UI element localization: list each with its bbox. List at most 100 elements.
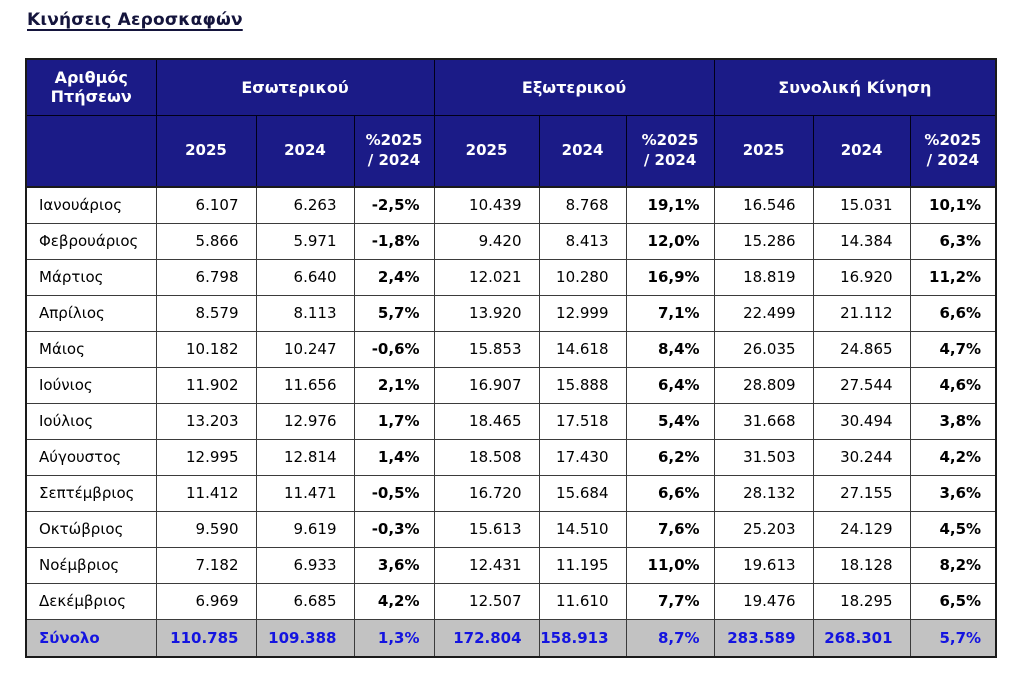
value-cell: 16.546	[713, 186, 814, 224]
value-cell: 5.971	[255, 222, 355, 260]
value-cell: 12.814	[255, 438, 355, 476]
table-row: Δεκέμβριος 6.969 6.685 4,2% 12.507 11.610 7,7%…	[25, 582, 997, 620]
pct-cell: -0,5%	[353, 474, 435, 512]
value-cell: 30.244	[812, 438, 911, 476]
table-row: Αύγουστος 12.995 12.814 1,4% 18.508 17.430 6,2…	[25, 438, 997, 476]
value-cell: 15.888	[538, 366, 627, 404]
value-cell: 15.031	[812, 186, 911, 224]
pct-cell: 6,2%	[625, 438, 715, 476]
table-row: Οκτώβριος 9.590 9.619 -0,3% 15.613 14.510 7,6%…	[25, 510, 997, 548]
sub-header-cell: %2025 / 2024	[625, 114, 715, 188]
value-cell: 8.113	[255, 294, 355, 332]
table-row: Φεβρουάριος 5.866 5.971 -1,8% 9.420 8.413 12,0…	[25, 222, 997, 260]
aircraft-movements-table: Αριθμός Πτήσεων Εσωτερικού Εξωτερικού Συ…	[25, 58, 998, 658]
value-cell: 14.510	[538, 510, 627, 548]
total-pct-cell: 5,7%	[909, 618, 997, 658]
table-row: Ιούνιος 11.902 11.656 2,1% 16.907 15.888 6,4% 2…	[25, 366, 997, 404]
table-row: Σεπτέμβριος 11.412 11.471 -0,5% 16.720 15.684…	[25, 474, 997, 512]
pct-cell: 3,8%	[909, 402, 997, 440]
value-cell: 16.920	[812, 258, 911, 296]
total-label: Σύνολο	[25, 618, 157, 658]
total-value-cell: 109.388	[255, 618, 355, 658]
value-cell: 11.195	[538, 546, 627, 584]
sub-header-cell: 2025	[155, 114, 257, 188]
pct-cell: 8,4%	[625, 330, 715, 368]
table-row: Ιανουάριος 6.107 6.263 -2,5% 10.439 8.768 19,1…	[25, 186, 997, 224]
value-cell: 6.107	[155, 186, 257, 224]
sub-header-cell: %2025 / 2024	[909, 114, 997, 188]
value-cell: 18.465	[433, 402, 540, 440]
value-cell: 15.853	[433, 330, 540, 368]
total-value-cell: 283.589	[713, 618, 814, 658]
group-header-domestic: Εσωτερικού	[155, 58, 435, 116]
month-cell: Απρίλιος	[25, 294, 157, 332]
value-cell: 18.295	[812, 582, 911, 620]
pct-cell: 4,2%	[353, 582, 435, 620]
value-cell: 6.969	[155, 582, 257, 620]
pct-cell: 2,1%	[353, 366, 435, 404]
month-cell: Ιούλιος	[25, 402, 157, 440]
pct-cell: 1,4%	[353, 438, 435, 476]
total-pct-cell: 8,7%	[625, 618, 715, 658]
total-value-cell: 268.301	[812, 618, 911, 658]
value-cell: 12.021	[433, 258, 540, 296]
month-cell: Μάιος	[25, 330, 157, 368]
month-cell: Σεπτέμβριος	[25, 474, 157, 512]
value-cell: 6.640	[255, 258, 355, 296]
value-cell: 6.263	[255, 186, 355, 224]
pct-cell: 10,1%	[909, 186, 997, 224]
value-cell: 16.720	[433, 474, 540, 512]
pct-cell: 4,2%	[909, 438, 997, 476]
total-value-cell: 158.913	[538, 618, 627, 658]
pct-cell: 6,3%	[909, 222, 997, 260]
pct-cell: 12,0%	[625, 222, 715, 260]
value-cell: 24.129	[812, 510, 911, 548]
value-cell: 27.155	[812, 474, 911, 512]
value-cell: 31.668	[713, 402, 814, 440]
value-cell: 28.132	[713, 474, 814, 512]
value-cell: 13.203	[155, 402, 257, 440]
value-cell: 12.431	[433, 546, 540, 584]
value-cell: 8.579	[155, 294, 257, 332]
value-cell: 11.412	[155, 474, 257, 512]
value-cell: 11.902	[155, 366, 257, 404]
value-cell: 13.920	[433, 294, 540, 332]
value-cell: 19.476	[713, 582, 814, 620]
month-cell: Φεβρουάριος	[25, 222, 157, 260]
pct-cell: 4,6%	[909, 366, 997, 404]
value-cell: 25.203	[713, 510, 814, 548]
value-cell: 9.590	[155, 510, 257, 548]
pct-cell: 2,4%	[353, 258, 435, 296]
sub-header-cell: %2025 / 2024	[353, 114, 435, 188]
group-header-international: Εξωτερικού	[433, 58, 715, 116]
value-cell: 18.819	[713, 258, 814, 296]
value-cell: 8.413	[538, 222, 627, 260]
value-cell: 6.798	[155, 258, 257, 296]
value-cell: 10.439	[433, 186, 540, 224]
value-cell: 12.995	[155, 438, 257, 476]
value-cell: 10.247	[255, 330, 355, 368]
total-pct-cell: 1,3%	[353, 618, 435, 658]
table-row: Μάιος 10.182 10.247 -0,6% 15.853 14.618 8,4% 26…	[25, 330, 997, 368]
value-cell: 21.112	[812, 294, 911, 332]
month-cell: Οκτώβριος	[25, 510, 157, 548]
table-row: Ιούλιος 13.203 12.976 1,7% 18.465 17.518 5,4% 3…	[25, 402, 997, 440]
pct-cell: 4,5%	[909, 510, 997, 548]
table-body: Ιανουάριος 6.107 6.263 -2,5% 10.439 8.768 19,1…	[25, 186, 997, 620]
pct-cell: 7,1%	[625, 294, 715, 332]
value-cell: 14.384	[812, 222, 911, 260]
month-cell: Δεκέμβριος	[25, 582, 157, 620]
value-cell: 10.280	[538, 258, 627, 296]
pct-cell: 6,6%	[909, 294, 997, 332]
pct-cell: 6,5%	[909, 582, 997, 620]
pct-cell: 5,7%	[353, 294, 435, 332]
value-cell: 12.999	[538, 294, 627, 332]
pct-cell: 7,7%	[625, 582, 715, 620]
total-value-cell: 172.804	[433, 618, 540, 658]
value-cell: 18.128	[812, 546, 911, 584]
corner-header: Αριθμός Πτήσεων	[25, 58, 157, 116]
value-cell: 27.544	[812, 366, 911, 404]
pct-cell: 3,6%	[353, 546, 435, 584]
pct-cell: -1,8%	[353, 222, 435, 260]
